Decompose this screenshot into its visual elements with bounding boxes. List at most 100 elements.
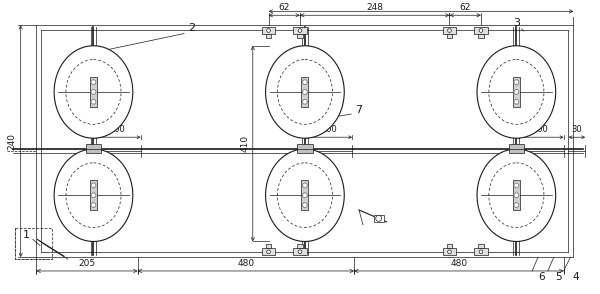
Bar	[446, 34, 452, 38]
Circle shape	[92, 101, 95, 103]
Circle shape	[299, 29, 301, 32]
Text: 100: 100	[320, 125, 337, 134]
Text: 3: 3	[513, 18, 520, 28]
Ellipse shape	[277, 163, 332, 228]
Text: 480: 480	[238, 259, 254, 268]
Circle shape	[303, 80, 307, 84]
Text: 62: 62	[460, 3, 471, 12]
Bar	[297, 144, 313, 153]
Circle shape	[304, 184, 306, 187]
Ellipse shape	[66, 60, 121, 124]
Circle shape	[449, 251, 450, 253]
Bar	[509, 144, 524, 153]
Circle shape	[514, 100, 518, 104]
Circle shape	[303, 100, 307, 104]
Text: 248: 248	[366, 3, 383, 12]
Circle shape	[304, 91, 306, 93]
Circle shape	[303, 193, 307, 197]
Circle shape	[92, 204, 95, 206]
Circle shape	[480, 251, 482, 253]
Circle shape	[299, 251, 301, 253]
Bar	[266, 244, 271, 248]
Bar	[15, 228, 52, 259]
Bar	[293, 248, 307, 255]
Bar	[262, 27, 275, 34]
Bar	[90, 77, 97, 107]
Text: 205: 205	[79, 259, 95, 268]
Circle shape	[303, 90, 307, 94]
Circle shape	[304, 194, 306, 196]
Circle shape	[479, 250, 482, 253]
Text: 30: 30	[572, 125, 582, 134]
Ellipse shape	[489, 60, 544, 124]
Circle shape	[515, 194, 518, 196]
Ellipse shape	[266, 46, 344, 138]
Text: 5: 5	[556, 272, 562, 282]
Text: 100: 100	[532, 125, 548, 134]
Bar	[474, 27, 488, 34]
Bar	[513, 77, 520, 107]
Circle shape	[92, 184, 95, 187]
Bar	[297, 34, 303, 38]
Bar	[474, 248, 488, 255]
Ellipse shape	[266, 149, 344, 241]
Circle shape	[515, 184, 518, 187]
Text: 4: 4	[572, 272, 578, 282]
Circle shape	[515, 101, 518, 103]
Ellipse shape	[54, 46, 133, 138]
Text: 100: 100	[109, 125, 125, 134]
Ellipse shape	[489, 163, 544, 228]
Ellipse shape	[477, 46, 556, 138]
Bar	[86, 144, 101, 153]
Circle shape	[91, 100, 95, 104]
Bar	[478, 244, 484, 248]
Circle shape	[448, 29, 451, 32]
Circle shape	[268, 251, 269, 253]
Ellipse shape	[477, 149, 556, 241]
Circle shape	[304, 204, 306, 206]
Circle shape	[304, 81, 306, 83]
Circle shape	[515, 81, 518, 83]
Bar	[513, 181, 520, 210]
Circle shape	[267, 29, 270, 32]
Circle shape	[91, 80, 95, 84]
Circle shape	[514, 203, 518, 207]
Circle shape	[304, 101, 306, 103]
Bar	[266, 34, 271, 38]
Text: 2: 2	[188, 23, 196, 33]
Circle shape	[91, 193, 95, 197]
Circle shape	[92, 194, 95, 196]
Circle shape	[479, 29, 482, 32]
Circle shape	[92, 81, 95, 83]
Text: 480: 480	[450, 259, 467, 268]
Circle shape	[514, 90, 518, 94]
Circle shape	[448, 250, 451, 253]
Text: 240: 240	[8, 133, 17, 150]
Circle shape	[376, 216, 382, 221]
Circle shape	[303, 183, 307, 188]
Circle shape	[91, 203, 95, 207]
Bar	[90, 181, 97, 210]
Circle shape	[268, 30, 269, 31]
Circle shape	[299, 30, 301, 31]
Circle shape	[514, 80, 518, 84]
Bar	[443, 248, 457, 255]
Bar	[374, 215, 383, 222]
Circle shape	[299, 250, 301, 253]
Circle shape	[515, 91, 518, 93]
Bar	[293, 27, 307, 34]
Circle shape	[449, 30, 450, 31]
Ellipse shape	[277, 60, 332, 124]
Circle shape	[267, 250, 270, 253]
Circle shape	[514, 193, 518, 197]
Circle shape	[514, 183, 518, 188]
Circle shape	[515, 204, 518, 206]
Circle shape	[91, 183, 95, 188]
Bar	[301, 77, 308, 107]
Ellipse shape	[54, 149, 133, 241]
Text: 7: 7	[355, 105, 362, 115]
Bar	[262, 248, 275, 255]
Circle shape	[91, 90, 95, 94]
Bar	[478, 34, 484, 38]
Text: 1: 1	[23, 230, 30, 240]
